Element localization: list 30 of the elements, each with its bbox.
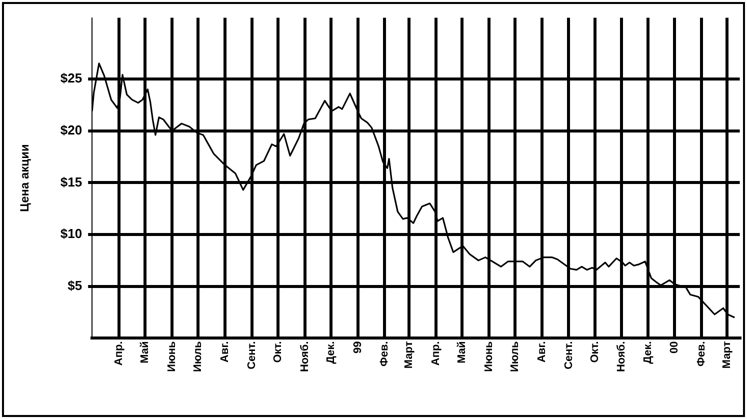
x-tick-label: 99 [352, 341, 364, 354]
y-tick-label: $20 [60, 122, 82, 138]
x-tick-label: Окт. [272, 341, 284, 363]
y-tick-label: $10 [60, 226, 82, 242]
x-tick-label: Фев. [378, 341, 391, 367]
x-tick-label: Фев. [696, 341, 708, 367]
x-tick-label: Май [139, 341, 152, 364]
x-tick-label: Окт. [588, 341, 601, 363]
x-tick-label: Нояб. [298, 341, 311, 372]
y-axis-title: Цена акции [18, 144, 32, 212]
x-tick-label: Март [403, 340, 416, 369]
x-tick-label: Июль [192, 340, 204, 372]
x-tick-label: Июнь [166, 340, 178, 372]
x-tick-label: Апр. [113, 341, 126, 366]
y-tick-label: $5 [68, 278, 82, 293]
x-tick-label: Июль [508, 340, 521, 372]
x-tick-label: Май [456, 341, 468, 364]
x-tick-label: Апр. [430, 341, 442, 366]
x-tick-label: Март [720, 340, 733, 369]
y-tick-label: $25 [60, 70, 82, 86]
x-tick-label: Авг. [218, 341, 231, 362]
x-tick-label: Сент. [562, 341, 575, 370]
x-tick-label: Сент. [246, 341, 258, 370]
y-tick-label: $15 [60, 174, 82, 190]
x-tick-label: Дек. [642, 341, 654, 364]
x-tick-label: Июнь [482, 340, 495, 372]
x-tick-label: Нояб. [616, 341, 628, 372]
x-tick-label: Дек. [324, 341, 337, 364]
x-tick-label: 00 [668, 341, 681, 354]
x-tick-label: Авг. [536, 341, 548, 362]
